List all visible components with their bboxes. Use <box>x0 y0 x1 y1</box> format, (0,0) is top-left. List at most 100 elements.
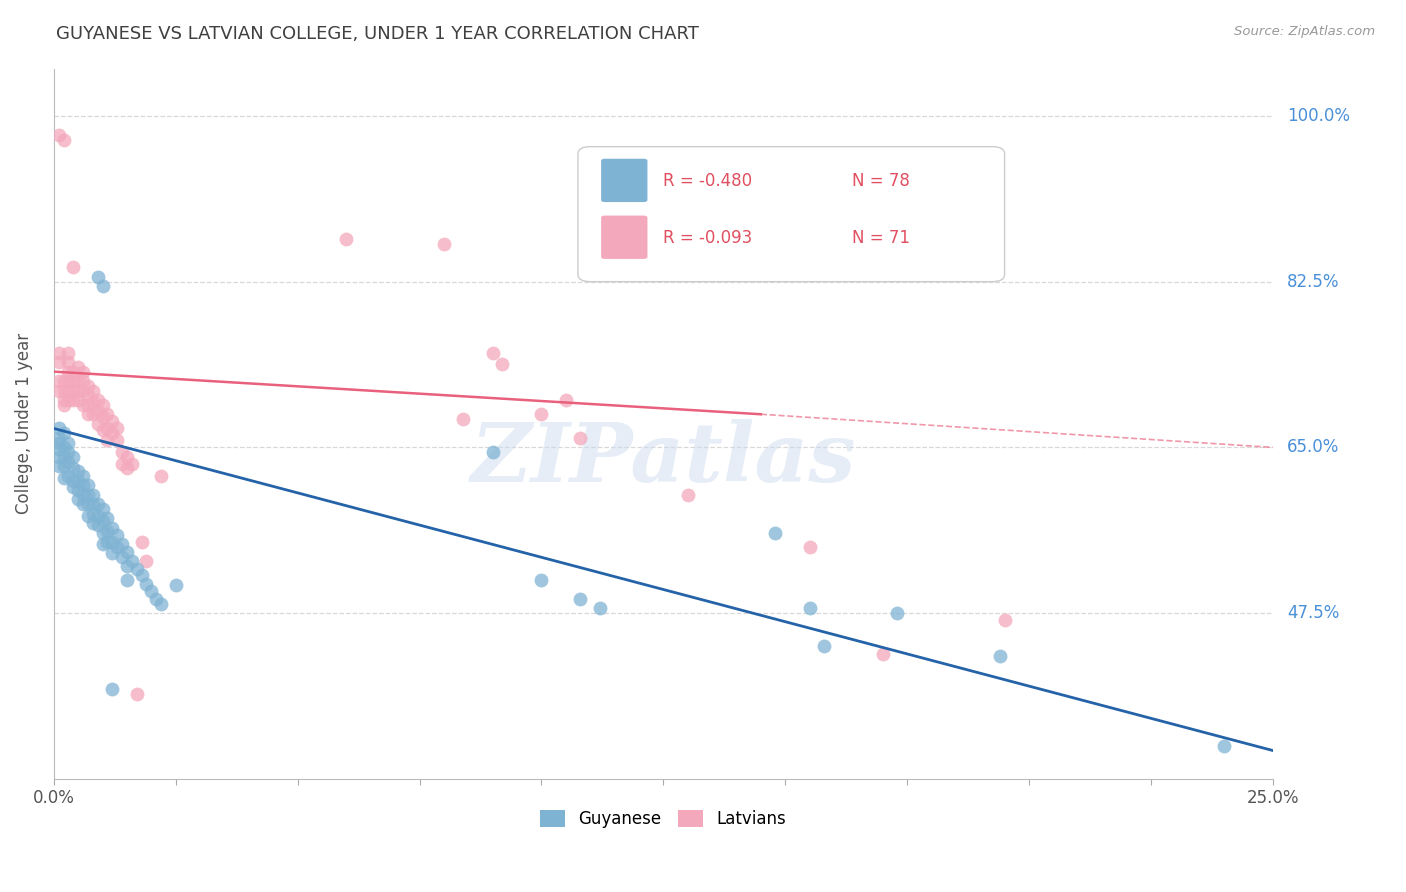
Point <box>62 365 84 379</box>
Point <box>52 384 75 398</box>
Point <box>58 384 80 398</box>
Point <box>86 269 108 284</box>
Point <box>48 431 70 445</box>
Text: 47.5%: 47.5% <box>1288 604 1340 622</box>
Point <box>52 426 75 441</box>
Point <box>96 407 118 421</box>
Point <box>77 379 100 393</box>
Point <box>105 540 128 554</box>
Point <box>82 395 104 409</box>
Point <box>530 573 553 587</box>
Point <box>77 508 100 523</box>
Point <box>91 502 114 516</box>
Point <box>48 442 70 457</box>
Point <box>115 544 138 558</box>
Point <box>765 525 787 540</box>
Point <box>77 478 100 492</box>
Point <box>77 388 100 402</box>
Point <box>96 535 118 549</box>
Point <box>52 459 75 474</box>
Point <box>569 591 592 606</box>
Point <box>91 537 114 551</box>
Point <box>433 236 456 251</box>
Point <box>91 514 114 528</box>
Point <box>101 521 124 535</box>
Point <box>96 433 118 447</box>
Point <box>91 398 114 412</box>
Point <box>72 374 94 388</box>
FancyBboxPatch shape <box>602 159 647 202</box>
Point <box>72 365 94 379</box>
Point <box>82 488 104 502</box>
Point <box>67 483 90 497</box>
Point <box>131 535 153 549</box>
Point <box>77 398 100 412</box>
Point <box>77 497 100 511</box>
Point <box>48 421 70 435</box>
Text: N = 71: N = 71 <box>852 228 910 246</box>
Point <box>82 497 104 511</box>
Point <box>48 459 70 474</box>
Point <box>453 412 475 426</box>
Point <box>52 398 75 412</box>
FancyBboxPatch shape <box>602 216 647 259</box>
Point <box>58 454 80 468</box>
Point <box>872 647 894 661</box>
Point <box>96 511 118 525</box>
Point <box>58 365 80 379</box>
Point <box>48 355 70 369</box>
Point <box>58 345 80 359</box>
Point <box>67 492 90 507</box>
Point <box>72 497 94 511</box>
Point <box>62 480 84 494</box>
Point <box>86 497 108 511</box>
Point <box>165 578 187 592</box>
Point <box>111 550 134 565</box>
Point <box>72 398 94 412</box>
Point <box>91 410 114 425</box>
Point <box>67 374 90 388</box>
Point <box>125 687 148 701</box>
Point <box>141 584 163 599</box>
Text: 100.0%: 100.0% <box>1288 107 1350 125</box>
Point <box>86 392 108 407</box>
Point <box>86 508 108 523</box>
Point <box>813 640 835 654</box>
Point <box>62 450 84 464</box>
Text: Source: ZipAtlas.com: Source: ZipAtlas.com <box>1234 25 1375 38</box>
Point <box>135 554 157 568</box>
Point <box>569 431 592 445</box>
Y-axis label: College, Under 1 year: College, Under 1 year <box>15 333 32 515</box>
Point <box>67 392 90 407</box>
Text: ZIPatlas: ZIPatlas <box>471 419 856 500</box>
Point <box>335 232 357 246</box>
Point <box>589 601 612 615</box>
Point <box>62 392 84 407</box>
FancyBboxPatch shape <box>578 146 1004 282</box>
Point <box>121 458 143 472</box>
Text: R = -0.480: R = -0.480 <box>664 172 752 190</box>
Point <box>72 468 94 483</box>
Point <box>58 435 80 450</box>
Point <box>101 681 124 696</box>
Point <box>72 488 94 502</box>
Point <box>111 458 134 472</box>
Point <box>48 345 70 359</box>
Point <box>125 561 148 575</box>
Point <box>82 516 104 531</box>
Point <box>48 435 70 450</box>
Point <box>62 474 84 488</box>
Point <box>111 537 134 551</box>
Point <box>52 392 75 407</box>
Point <box>96 524 118 538</box>
Point <box>799 540 821 554</box>
Point <box>62 260 84 275</box>
Point <box>1213 739 1236 753</box>
Point <box>121 554 143 568</box>
Point <box>52 441 75 455</box>
Point <box>481 345 503 359</box>
Point <box>111 445 134 459</box>
Point <box>481 445 503 459</box>
Point <box>62 374 84 388</box>
Point <box>105 433 128 447</box>
